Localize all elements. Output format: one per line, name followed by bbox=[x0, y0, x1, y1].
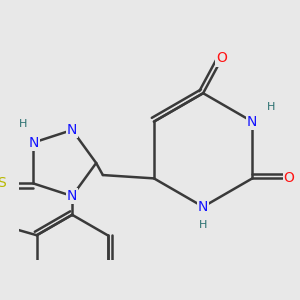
Text: N: N bbox=[198, 200, 208, 214]
Text: S: S bbox=[0, 176, 6, 190]
Text: H: H bbox=[19, 119, 28, 129]
Text: N: N bbox=[28, 136, 38, 150]
Text: N: N bbox=[67, 189, 77, 203]
Text: N: N bbox=[247, 115, 257, 129]
Text: H: H bbox=[267, 102, 275, 112]
Text: N: N bbox=[67, 123, 77, 137]
Text: O: O bbox=[216, 52, 227, 65]
Text: H: H bbox=[199, 220, 207, 230]
Text: O: O bbox=[284, 171, 295, 185]
